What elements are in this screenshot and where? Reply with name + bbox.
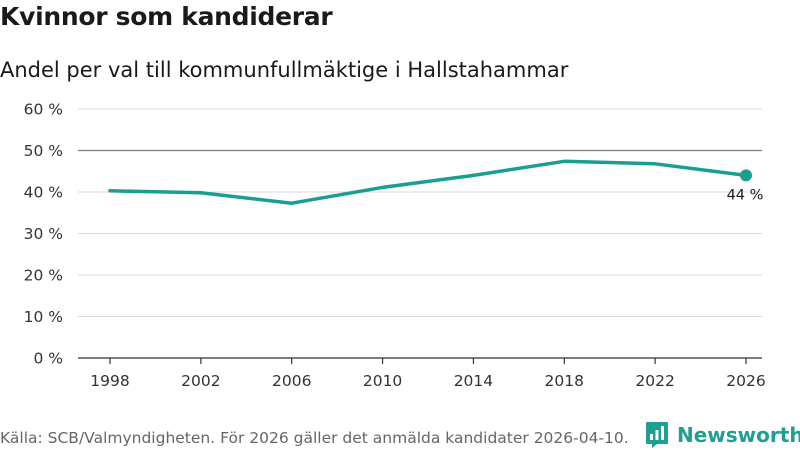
x-tick-label: 2010 [363, 372, 402, 390]
x-tick-label: 2018 [545, 372, 584, 390]
line-chart: 0 % 10 % 20 % 30 % 40 % 50 % 60 % 1998 2002 2006 2… [24, 101, 766, 391]
brand-logo: Newsworthy [645, 420, 800, 450]
x-tick-label: 2014 [454, 372, 493, 390]
y-tick-label: 60 % [24, 101, 63, 119]
chart-subtitle: Andel per val till kommunfullmäktige i H… [0, 58, 569, 82]
brand-name: Newsworthy [677, 423, 800, 447]
y-tick-label: 10 % [24, 308, 63, 326]
y-tick-label: 40 % [24, 184, 63, 202]
chart-title: Kvinnor som kandiderar [0, 2, 333, 31]
bar-chart-icon [646, 422, 668, 448]
y-tick-label: 0 % [33, 350, 63, 368]
last-point-marker [740, 169, 752, 182]
x-tick-label: 1998 [90, 372, 129, 390]
x-tick-label: 2026 [726, 372, 765, 390]
y-tick-label: 30 % [24, 225, 63, 243]
y-tick-label: 50 % [24, 142, 63, 160]
x-tick-label: 2002 [181, 372, 220, 390]
y-tick-label: 20 % [24, 267, 63, 285]
last-point-label: 44 % [727, 187, 764, 203]
series-line [108, 159, 748, 205]
x-tick-label: 2022 [635, 372, 674, 390]
source-note: Källa: SCB/Valmyndigheten. För 2026 gäll… [0, 429, 629, 447]
x-tick-label: 2006 [272, 372, 311, 390]
